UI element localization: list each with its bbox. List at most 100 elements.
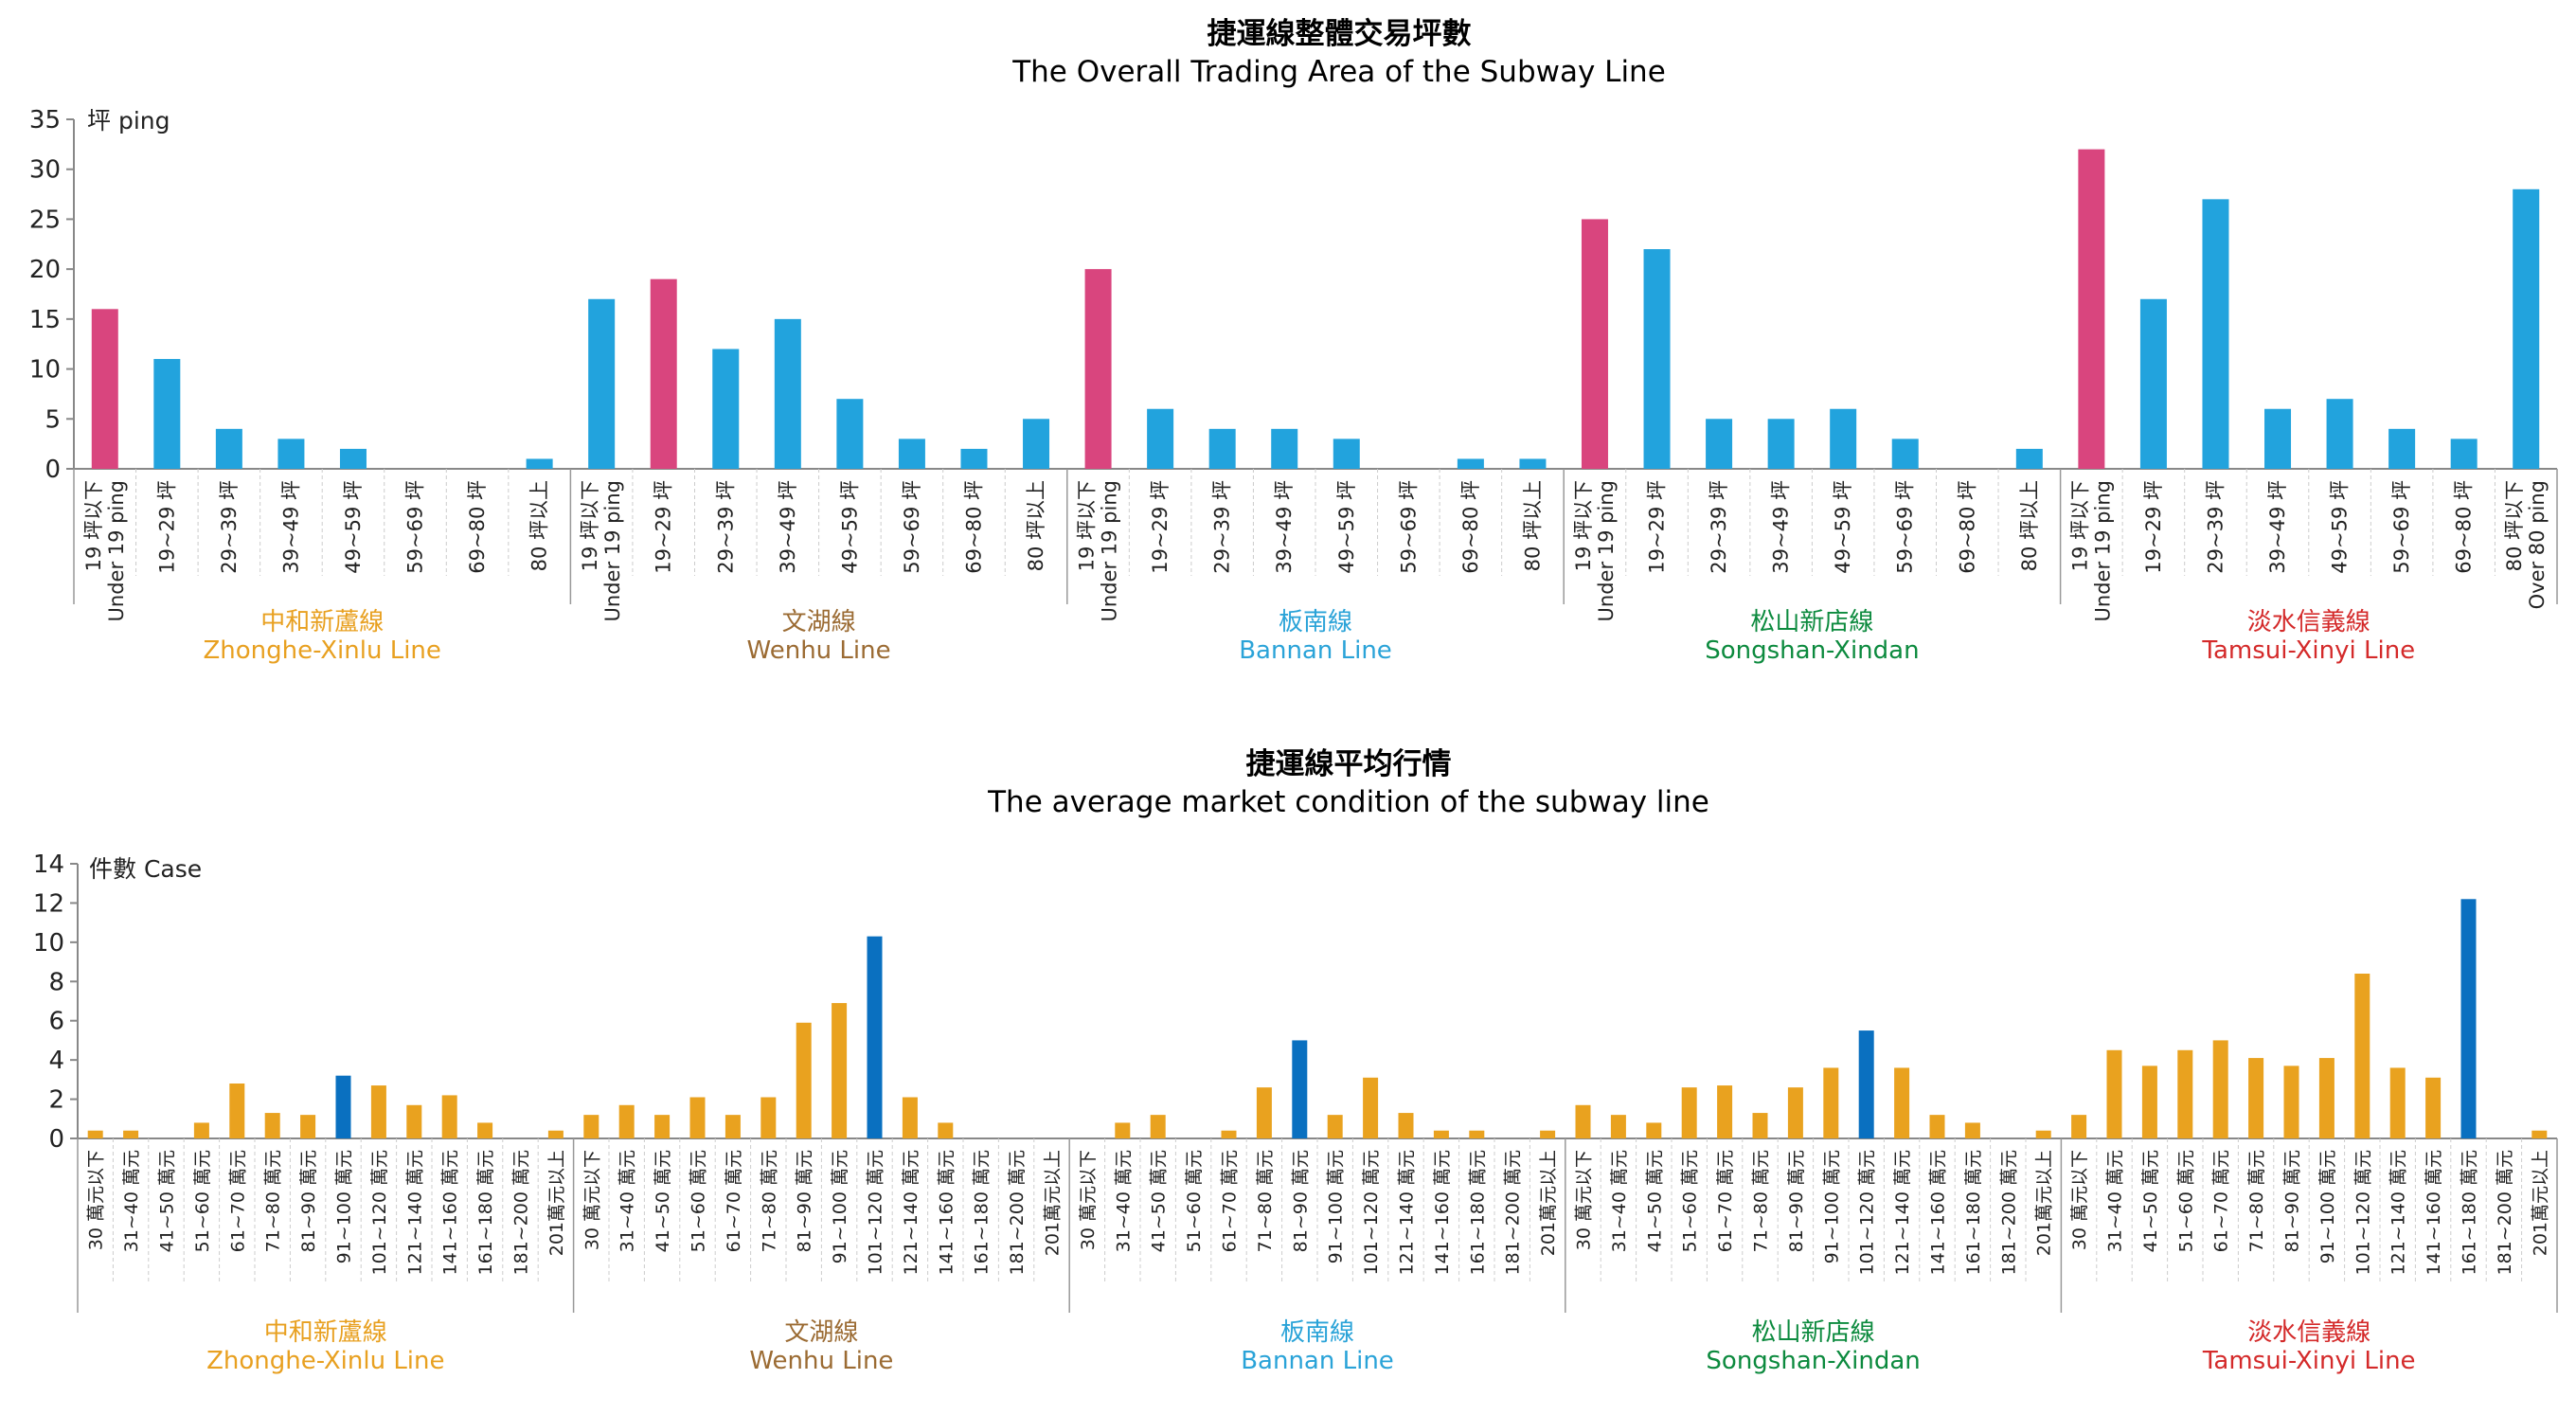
x-category-label: 101~120 萬元: [866, 1150, 886, 1276]
x-category-label: 29~39 坪: [2204, 480, 2227, 574]
x-category-label: 121~140 萬元: [1892, 1150, 1913, 1276]
bar: [796, 1022, 812, 1138]
y-tick-label: 0: [48, 1125, 64, 1154]
x-category-label: Under 19 ping: [105, 480, 128, 621]
bar: [2078, 149, 2105, 469]
x-category-label: 69~80 坪: [466, 480, 489, 574]
bar: [1469, 1130, 1485, 1138]
x-category-label: 29~39 坪: [714, 480, 737, 574]
bar: [1023, 419, 1050, 469]
group-label-zh: 文湖線: [782, 608, 856, 636]
bar: [583, 1115, 599, 1138]
x-category-label: 61~70 萬元: [1220, 1150, 1241, 1252]
y-tick-label: 2: [48, 1086, 64, 1115]
bar: [867, 936, 883, 1138]
bar: [712, 349, 740, 469]
group-label-en: Zhonghe-Xinlu Line: [206, 1347, 444, 1375]
bar: [1706, 419, 1733, 469]
chart-1-y-unit: 坪 ping: [87, 107, 170, 134]
bar: [2326, 399, 2353, 469]
x-category-label: 51~60 萬元: [2175, 1150, 2196, 1252]
x-category-label: 19 坪以下: [1572, 480, 1595, 571]
bar: [2212, 1040, 2228, 1138]
x-category-label: 161~180 萬元: [972, 1150, 993, 1276]
group-label-en: Tamsui-Xinyi Line: [2202, 1347, 2416, 1375]
x-category-label: 161~180 萬元: [1963, 1150, 1984, 1276]
x-category-label: 121~140 萬元: [404, 1150, 425, 1276]
bar: [654, 1115, 671, 1138]
x-category-label: 41~50 萬元: [1644, 1150, 1665, 1252]
bar: [1271, 428, 1298, 469]
x-category-label: 59~69 坪: [1894, 480, 1917, 574]
bar: [1333, 439, 1360, 469]
bar: [618, 1104, 635, 1138]
bar: [91, 309, 118, 469]
y-tick-label: 14: [33, 851, 64, 879]
x-category-label: 30 萬元以下: [1078, 1150, 1099, 1250]
x-category-label: 71~80 萬元: [1751, 1150, 1772, 1252]
bar: [724, 1115, 741, 1138]
x-category-label: 19~29 坪: [155, 480, 178, 574]
x-category-label: 80 坪以上: [528, 480, 551, 571]
x-category-label: 41~50 萬元: [157, 1150, 178, 1252]
x-category-label: 30 萬元以下: [2069, 1150, 2090, 1250]
x-category-label: Under 19 ping: [1595, 480, 1618, 621]
x-category-label: Over 80 ping: [2526, 480, 2549, 609]
bar: [406, 1104, 422, 1138]
bar: [1457, 458, 1484, 469]
group-label-zh: 中和新蘆線: [260, 608, 384, 636]
bar: [2248, 1058, 2264, 1138]
bar: [370, 1085, 386, 1138]
x-category-label: 51~60 萬元: [192, 1150, 213, 1252]
bar: [1830, 408, 1857, 469]
x-category-label: 69~80 坪: [1956, 480, 1978, 574]
bar: [836, 399, 864, 469]
x-category-label: 59~69 坪: [901, 480, 923, 574]
x-category-label: 80 坪以上: [2018, 480, 2041, 571]
x-category-label: 101~120 萬元: [2352, 1150, 2373, 1276]
bar: [1115, 1122, 1131, 1138]
bar: [898, 439, 925, 469]
y-tick-label: 4: [48, 1047, 64, 1075]
bar: [87, 1130, 103, 1138]
x-category-label: 81~90 萬元: [1786, 1150, 1807, 1252]
bar: [441, 1095, 457, 1138]
x-category-label: 121~140 萬元: [1397, 1150, 1418, 1276]
x-category-label: Under 19 ping: [601, 480, 624, 621]
x-category-label: 121~140 萬元: [2388, 1150, 2409, 1276]
x-category-label: 141~160 萬元: [2424, 1150, 2444, 1276]
group-label-en: Wenhu Line: [749, 1347, 893, 1375]
bar: [1221, 1130, 1237, 1138]
x-category-label: 91~100 萬元: [1821, 1150, 1842, 1263]
group-label-en: Songshan-Xindan: [1706, 1347, 1920, 1375]
x-category-label: 39~49 坪: [777, 480, 799, 574]
bar: [1292, 1040, 1308, 1138]
bar: [2141, 1066, 2157, 1138]
y-tick-label: 30: [29, 156, 61, 185]
x-category-label: 91~100 萬元: [2317, 1150, 2338, 1263]
bar: [1363, 1077, 1379, 1138]
x-category-label: 59~69 坪: [404, 480, 427, 574]
bar: [477, 1122, 493, 1138]
x-category-label: 201萬元以上: [2530, 1150, 2550, 1256]
group-label-en: Bannan Line: [1239, 636, 1392, 665]
bar: [1398, 1113, 1414, 1138]
bar: [2202, 199, 2229, 470]
bar: [2389, 1067, 2406, 1138]
bar: [2460, 899, 2477, 1138]
bar: [1964, 1122, 1980, 1138]
x-category-label: 69~80 坪: [2453, 480, 2476, 574]
bar: [153, 359, 181, 469]
bar: [1681, 1087, 1697, 1138]
x-category-label: 101~120 萬元: [1361, 1150, 1382, 1276]
group-label-zh: 中和新蘆線: [264, 1318, 387, 1347]
group-label-zh: 淡水信義線: [2247, 1318, 2370, 1347]
bar: [1540, 1130, 1556, 1138]
bar: [1823, 1067, 1839, 1138]
bar: [277, 439, 305, 469]
bar: [1767, 419, 1795, 469]
x-category-label: 91~100 萬元: [334, 1150, 355, 1263]
x-category-label: 31~40 萬元: [121, 1150, 142, 1252]
x-category-label: 31~40 萬元: [1113, 1150, 1134, 1252]
